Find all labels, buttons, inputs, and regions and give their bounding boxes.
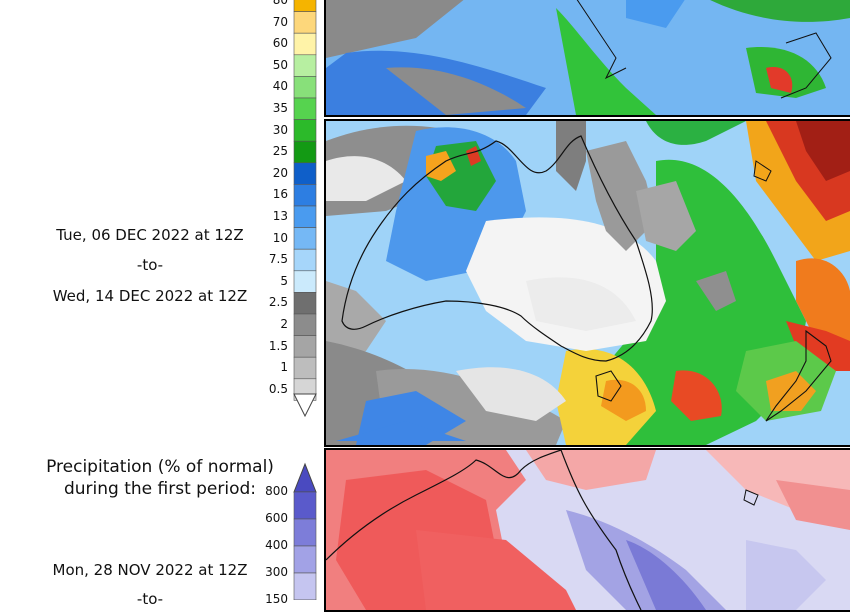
colorbar-tick-label: 300 bbox=[265, 565, 288, 579]
colorbar-tick-label: 50 bbox=[272, 57, 288, 72]
period-two-start-date: Mon, 28 NOV 2022 at 12Z bbox=[52, 561, 248, 579]
colorbar-swatch bbox=[293, 11, 317, 34]
colorbar-tick-label: 25 bbox=[272, 144, 288, 159]
colorbar-swatch bbox=[293, 184, 317, 207]
colorbar-tick-label: 20 bbox=[272, 165, 288, 180]
precip-map-panel-top bbox=[324, 0, 850, 117]
colorbar-swatch bbox=[293, 356, 317, 380]
colorbar-tick-label: 30 bbox=[272, 122, 288, 137]
colorbar-tick-label: 16 bbox=[272, 187, 288, 202]
colorbar-tick-label: 1 bbox=[280, 360, 288, 375]
colorbar-tick-label: 60 bbox=[272, 36, 288, 51]
colorbar-swatch bbox=[293, 119, 317, 142]
colorbar-swatch bbox=[293, 140, 317, 164]
colorbar-tick-label: 600 bbox=[265, 511, 288, 525]
colorbar-swatch bbox=[293, 97, 317, 120]
period-end-date: Wed, 14 DEC 2022 at 12Z bbox=[52, 287, 248, 305]
colorbar-tick-label: 10 bbox=[272, 230, 288, 245]
period-two-separator: -to- bbox=[136, 590, 164, 608]
percent-colorbar bbox=[293, 462, 317, 600]
colorbar-tick-label: 7.5 bbox=[268, 252, 288, 267]
colorbar-swatch bbox=[293, 54, 317, 77]
percent-normal-title: Precipitation (% of normal) during the f… bbox=[0, 456, 320, 500]
precip-map-panel bbox=[324, 119, 850, 447]
colorbar-swatch bbox=[293, 205, 317, 228]
colorbar-tick-label: 0.5 bbox=[268, 381, 288, 396]
colorbar-swatch bbox=[293, 335, 317, 358]
colorbar-swatch bbox=[293, 491, 317, 520]
colorbar-tick-label: 2 bbox=[280, 317, 288, 331]
precip-colorbar bbox=[293, 0, 317, 418]
colorbar-tick-label: 5 bbox=[280, 273, 288, 288]
colorbar-tick-label: 2.5 bbox=[268, 295, 288, 310]
colorbar-tick-label: 400 bbox=[265, 538, 288, 552]
percent-normal-title-line2: during the first period: bbox=[63, 479, 257, 499]
colorbar-tick-label: 1.5 bbox=[268, 338, 288, 353]
colorbar-tick-label: 40 bbox=[272, 79, 288, 94]
colorbar-tick-label: 800 bbox=[265, 484, 288, 498]
colorbar-swatch bbox=[293, 32, 317, 56]
colorbar-tick-label: 35 bbox=[272, 101, 288, 115]
percent-normal-map-panel bbox=[324, 448, 850, 612]
colorbar-tick-label: 80 bbox=[272, 0, 288, 7]
colorbar-swatch bbox=[293, 572, 317, 600]
colorbar-swatch bbox=[293, 518, 317, 547]
percent-normal-title-line1: Precipitation (% of normal) bbox=[46, 457, 274, 477]
colorbar-swatch bbox=[293, 76, 317, 99]
colorbar-swatch bbox=[293, 313, 317, 336]
colorbar-swatch bbox=[293, 162, 317, 185]
colorbar-tick-label: 13 bbox=[272, 209, 288, 223]
period-separator: -to- bbox=[136, 256, 164, 274]
colorbar-tick-label: 70 bbox=[272, 14, 288, 29]
colorbar-swatch bbox=[293, 0, 317, 12]
period-start-date: Tue, 06 DEC 2022 at 12Z bbox=[56, 226, 244, 244]
